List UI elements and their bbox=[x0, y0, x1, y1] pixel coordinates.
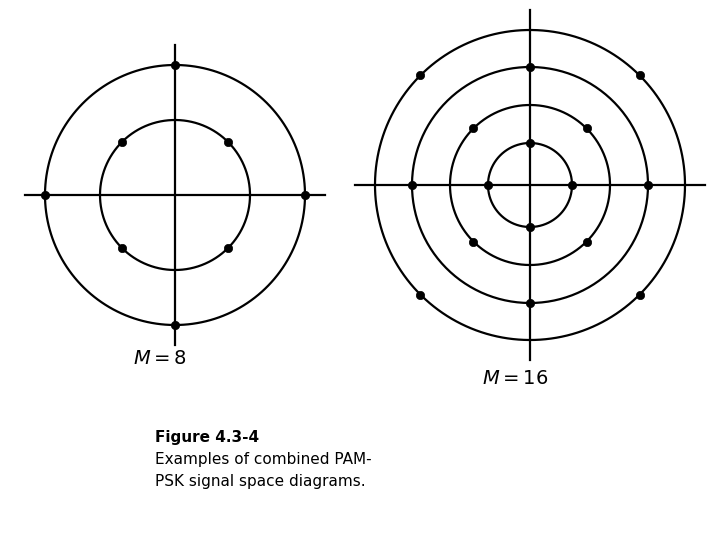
Text: $\mathit{M} = 8$: $\mathit{M} = 8$ bbox=[133, 350, 187, 368]
Text: Figure 4.3-4: Figure 4.3-4 bbox=[155, 430, 259, 445]
Text: PSK signal space diagrams.: PSK signal space diagrams. bbox=[155, 474, 366, 489]
Text: Examples of combined PAM-: Examples of combined PAM- bbox=[155, 452, 372, 467]
Text: $\mathit{M} = 16$: $\mathit{M} = 16$ bbox=[482, 370, 548, 388]
